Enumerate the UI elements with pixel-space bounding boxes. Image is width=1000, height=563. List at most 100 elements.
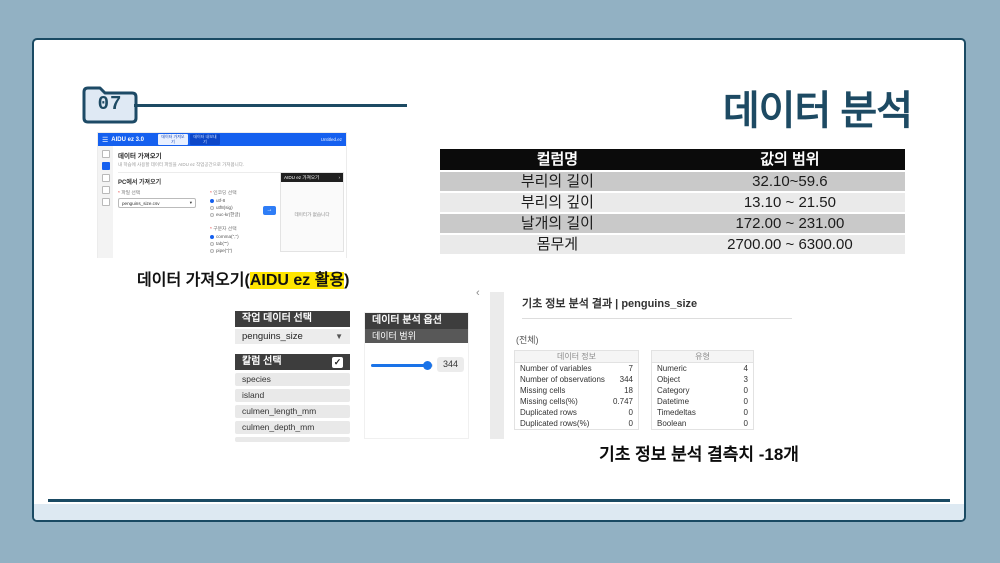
data-range-subheader: 데이터 범위 [365,329,468,343]
required-asterisk: * [118,191,120,196]
file-select-dropdown[interactable]: penguins_size.csv ▾ [118,198,196,208]
list-item-species[interactable]: species [235,373,350,386]
dataset-dropdown-value: penguins_size [242,331,303,342]
sidebar-chart-icon[interactable] [101,174,110,182]
radio-delimiter-tab[interactable]: tab("") [210,241,276,246]
aidu-tab-export[interactable]: 데이터 내보내기 [189,134,220,145]
radio-delimiter-comma[interactable]: comma(",") [210,234,276,239]
radio-dot-icon [210,198,214,203]
preview-panel-header: AIDU ez 가져오기 › [281,173,343,182]
cell-value-range: 2700.00 ~ 6300.00 [674,235,905,254]
radio-encoding-euckr[interactable]: euc-kr(한글) [210,212,276,218]
footer-divider-line [48,499,950,502]
column-select-header: 칼럼 선택 ✓ [235,354,350,370]
aidu-ez-screenshot: ☰ AIDU ez 3.0 데이터 가져오기 데이터 내보내기 Untitled… [97,132,347,258]
aidu-tab-import[interactable]: 데이터 가져오기 [157,134,188,145]
cell-column-name: 몸무게 [440,235,675,254]
data-info-header: 데이터 정보 [515,351,638,363]
table-row: Object 3 [657,375,748,384]
aidu-heading: 데이터 가져오기 [118,153,162,160]
table-row: Missing cells 18 [520,386,633,395]
required-asterisk: * [210,191,212,196]
list-item-partial[interactable] [235,437,350,442]
aidu-subtext: 내 학습에 사용할 데이터 파일을 AIDU ez 작업공간으로 가져옵니다. [118,162,245,167]
sidebar-home-icon[interactable] [101,150,110,158]
cell-value-range: 172.00 ~ 231.00 [674,214,905,233]
radio-dot-icon [210,205,214,210]
header-divider-line [134,104,407,107]
screenshot-caption: 데이터 가져오기(AIDU ez 활용) [137,272,350,289]
table-row: Datetime 0 [657,397,748,406]
result-caption: 기초 정보 분석 결측치 -18개 [599,445,799,464]
table-row: Numeric 4 [657,364,748,373]
scope-label: (전체) [516,335,539,345]
hamburger-menu-icon[interactable]: ☰ [102,136,109,144]
table-row: Missing cells(%) 0.747 [520,397,633,406]
footer-strip [34,504,964,520]
aidu-content: 데이터 가져오기 내 학습에 사용할 데이터 파일을 AIDU ez 작업공간으… [113,146,346,258]
sidebar-settings-icon[interactable] [101,198,110,206]
type-header: 유형 [652,351,753,363]
column-header: 값의 범위 [674,149,905,170]
list-item-island[interactable]: island [235,389,350,402]
panel-edge-strip [490,292,504,439]
slider-value-box[interactable]: 344 [437,357,464,372]
slide-card: 07 데이터 분석 컬럼명 값의 범위 부리의 길이 32.10~59.6 부리… [32,38,966,522]
aidu-titlebar: ☰ AIDU ez 3.0 데이터 가져오기 데이터 내보내기 Untitled… [98,133,346,146]
radio-dot-icon [210,234,214,239]
slide-number: 07 [97,93,123,115]
data-info-table: 데이터 정보 Number of variables 7 Number of ob… [514,350,639,430]
radio-delimiter-pipe[interactable]: pipe("|") [210,248,276,253]
list-item-culmen-length[interactable]: culmen_length_mm [235,405,350,418]
cell-column-name: 부리의 깊이 [440,193,675,212]
page-title: 데이터 분석 [722,89,913,133]
import-arrow-button[interactable]: → [263,206,276,215]
result-title: 기초 정보 분석 결과 | penguins_size [522,298,698,310]
slide-number-folder-icon: 07 [80,84,140,126]
file-select-value: penguins_size.csv [122,200,160,206]
type-table: 유형 Numeric 4 Object 3 Category 0 Datetime 0 … [651,350,754,430]
cell-column-name: 부리의 길이 [440,172,675,191]
range-table: 컬럼명 값의 범위 부리의 길이 32.10~59.6 부리의 깊이 13.10… [440,149,905,256]
folder-icon [82,86,138,124]
options-header: 데이터 분석 옵션 [365,313,468,329]
back-chevron-icon[interactable]: ‹ [476,287,480,299]
table-row: Category 0 [657,386,748,395]
file-select-column: * 파일 선택 penguins_size.csv ▾ [118,189,210,255]
dataset-dropdown[interactable]: penguins_size ▼ [235,329,350,344]
analysis-options-panel: 데이터 분석 옵션 데이터 범위 344 [364,312,469,439]
table-row: Boolean 0 [657,419,748,428]
table-row: Timedeltas 0 [657,408,748,417]
radio-encoding-utf8sig[interactable]: utf8(sig) [210,205,276,210]
table-row: Duplicated rows(%) 0 [520,419,633,428]
radio-encoding-utf8[interactable]: utf-8 [210,198,276,203]
column-header: 컬럼명 [440,149,675,170]
radio-dot-icon [210,213,214,217]
cell-value-range: 13.10 ~ 21.50 [674,193,905,212]
table-row: Number of variables 7 [520,364,633,373]
table-row: Number of observations 344 [520,375,633,384]
table-row: 날개의 길이 172.00 ~ 231.00 [440,214,905,233]
cell-column-name: 날개의 길이 [440,214,675,233]
slider-track[interactable] [371,361,433,370]
select-all-checkbox[interactable]: ✓ [332,356,343,368]
slider-handle[interactable] [423,361,432,370]
aidu-preview-panel: AIDU ez 가져오기 › 데이터가 없습니다 [280,172,344,252]
table-row: 부리의 깊이 13.10 ~ 21.50 [440,193,905,212]
chevron-down-icon: ▾ [189,200,192,205]
aidu-app-name: AIDU ez 3.0 [111,136,144,143]
divider [118,172,341,173]
file-select-label: * 파일 선택 [118,191,141,196]
work-data-panel: 작업 데이터 선택 penguins_size ▼ 칼럼 선택 ✓ specie… [235,311,350,442]
sidebar-data-icon[interactable] [101,162,110,170]
list-item-culmen-depth[interactable]: culmen_depth_mm [235,421,350,434]
table-row: Duplicated rows 0 [520,408,633,417]
sidebar-model-icon[interactable] [101,186,110,194]
required-asterisk: * [210,227,212,232]
chevron-right-icon[interactable]: › [338,175,340,180]
table-row: 몸무게 2700.00 ~ 6300.00 [440,235,905,254]
table-row: 부리의 길이 32.10~59.6 [440,172,905,191]
empty-data-text: 데이터가 없습니다 [294,212,330,217]
data-range-slider-row: 344 [365,357,468,373]
